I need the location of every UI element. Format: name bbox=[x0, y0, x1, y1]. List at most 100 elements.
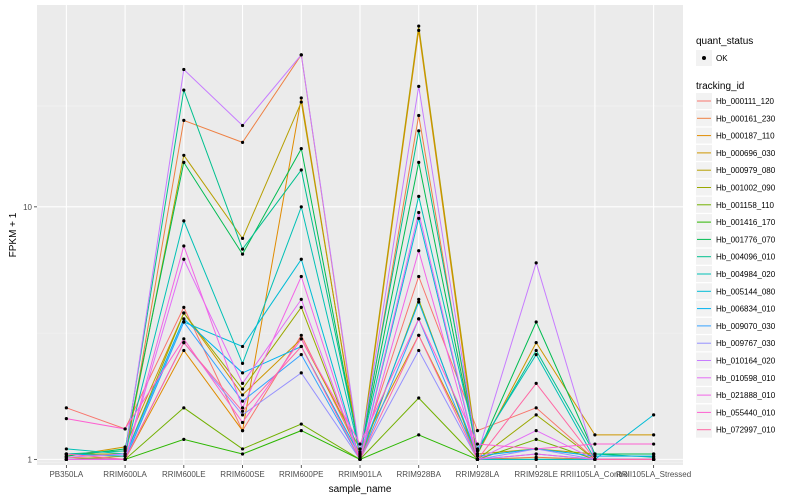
data-point bbox=[240, 399, 245, 403]
data-point bbox=[417, 210, 421, 215]
data-point bbox=[299, 205, 303, 209]
data-point bbox=[417, 28, 421, 32]
data-point bbox=[182, 244, 186, 248]
data-point bbox=[299, 344, 303, 349]
x-tick-label: RRII105LA_Control bbox=[560, 470, 630, 479]
legend: quant_status OK tracking_id Hb_000111_12… bbox=[696, 36, 776, 438]
data-point bbox=[64, 457, 68, 461]
data-point bbox=[240, 123, 245, 128]
data-point bbox=[299, 352, 303, 357]
data-point bbox=[417, 348, 421, 353]
data-point bbox=[64, 452, 68, 456]
data-point bbox=[534, 429, 538, 433]
data-point bbox=[182, 320, 186, 324]
x-tick-label: RRIM928BA bbox=[396, 470, 441, 479]
series-points bbox=[64, 24, 656, 461]
data-point bbox=[417, 433, 421, 437]
data-point bbox=[417, 216, 421, 221]
data-point bbox=[475, 442, 480, 446]
legend-label: Hb_001776_070 bbox=[716, 235, 776, 244]
legend-label: Hb_000111_120 bbox=[716, 97, 775, 106]
data-point bbox=[182, 337, 186, 341]
data-point bbox=[299, 100, 303, 104]
legend-label: Hb_000161_230 bbox=[716, 114, 776, 123]
data-point bbox=[417, 160, 421, 164]
legend-label: Hb_004096_010 bbox=[716, 253, 776, 262]
data-point bbox=[534, 352, 538, 357]
x-tick-label: RRIM600LA bbox=[103, 470, 147, 479]
data-point bbox=[182, 305, 186, 309]
data-point bbox=[240, 361, 245, 365]
legend-label: Hb_000187_110 bbox=[716, 132, 775, 141]
legend-label: Hb_001158_110 bbox=[716, 201, 775, 210]
data-point bbox=[358, 447, 362, 451]
data-point bbox=[123, 452, 127, 456]
data-point bbox=[240, 447, 245, 451]
data-point bbox=[240, 371, 245, 375]
shape-legend-point bbox=[702, 56, 706, 60]
legend-label: Hb_010598_010 bbox=[716, 374, 776, 383]
legend-label: Hb_006834_010 bbox=[716, 305, 776, 314]
data-point bbox=[534, 320, 538, 324]
x-tick-label: RRIM928LE bbox=[514, 470, 558, 479]
data-point bbox=[417, 300, 421, 304]
legend-label: Hb_072997_010 bbox=[716, 426, 776, 435]
x-tick-label: PB350LA bbox=[49, 470, 83, 479]
data-point bbox=[299, 147, 303, 151]
color-legend-title: tracking_id bbox=[696, 81, 744, 92]
data-point bbox=[534, 261, 538, 265]
data-point bbox=[182, 257, 186, 261]
data-point bbox=[534, 348, 538, 353]
data-point bbox=[299, 333, 303, 337]
data-point bbox=[240, 344, 245, 349]
data-point bbox=[299, 429, 303, 433]
y-axis: 1 10 bbox=[23, 203, 37, 464]
data-point bbox=[299, 53, 303, 57]
data-point bbox=[358, 442, 362, 446]
data-point bbox=[182, 118, 186, 122]
data-point bbox=[417, 396, 421, 400]
legend-label: Hb_001416_170 bbox=[716, 218, 776, 227]
x-axis-title: sample_name bbox=[329, 484, 392, 495]
data-point bbox=[299, 96, 303, 100]
data-point bbox=[299, 422, 303, 426]
x-tick-label: RRIM600SE bbox=[220, 470, 264, 479]
legend-label: Hb_001002_090 bbox=[716, 184, 776, 193]
legend-label: Hb_004984_020 bbox=[716, 270, 776, 279]
data-point bbox=[240, 393, 245, 397]
x-tick-label: RRIM901LA bbox=[338, 470, 382, 479]
data-point bbox=[299, 337, 303, 341]
data-point bbox=[299, 371, 303, 375]
y-tick-label: 1 bbox=[28, 455, 33, 464]
data-point bbox=[182, 406, 186, 410]
legend-label: Hb_000979_080 bbox=[716, 166, 776, 175]
data-point bbox=[417, 113, 421, 118]
data-point bbox=[534, 381, 538, 385]
data-point bbox=[417, 249, 421, 253]
data-point bbox=[240, 413, 245, 417]
data-point bbox=[417, 297, 421, 302]
legend-label: Hb_055440_010 bbox=[716, 408, 776, 417]
data-point bbox=[534, 452, 538, 456]
x-tick-label: RRIM600PE bbox=[279, 470, 323, 479]
data-point bbox=[240, 409, 245, 413]
data-point bbox=[240, 452, 245, 456]
data-point bbox=[417, 24, 421, 28]
x-tick-label: RRIM928LA bbox=[456, 470, 500, 479]
data-point bbox=[240, 406, 245, 410]
data-point bbox=[299, 168, 303, 172]
data-point bbox=[534, 341, 538, 345]
data-point bbox=[182, 348, 186, 353]
data-point bbox=[240, 387, 245, 391]
data-point bbox=[299, 305, 303, 309]
data-point bbox=[240, 247, 245, 251]
legend-label: Hb_010164_020 bbox=[716, 357, 776, 366]
data-point bbox=[240, 236, 245, 241]
data-point bbox=[652, 433, 656, 437]
data-point bbox=[593, 457, 597, 461]
color-legend-items: Hb_000111_120 Hb_000161_230 Hb_000187_110 H… bbox=[696, 93, 776, 438]
data-point bbox=[475, 447, 480, 451]
data-point bbox=[182, 88, 186, 92]
data-point bbox=[240, 140, 245, 144]
y-axis-title: FPKM + 1 bbox=[8, 212, 19, 257]
